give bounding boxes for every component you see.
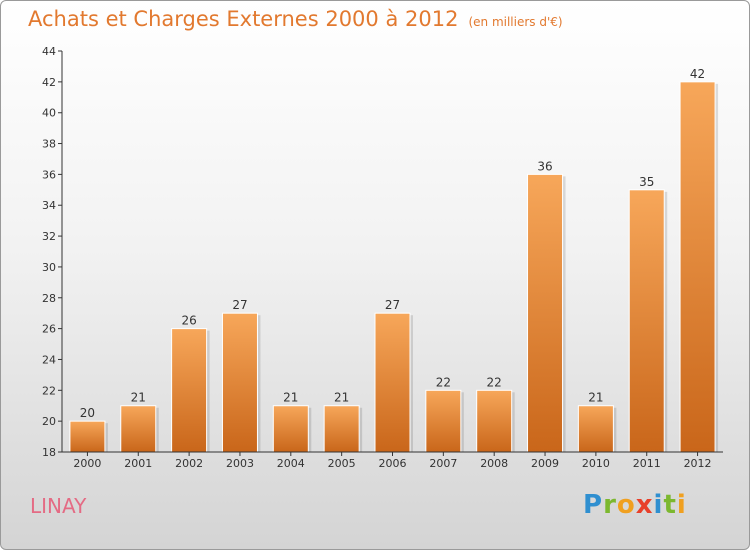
x-tick-label: 2004 xyxy=(277,457,305,470)
bar-group: 22 xyxy=(476,375,515,453)
logo-letter: r xyxy=(603,490,617,520)
bar xyxy=(374,312,411,453)
proxiti-logo: Proxiti xyxy=(583,490,687,520)
chart-title: Achats et Charges Externes 2000 à 2012 (e… xyxy=(28,7,563,31)
y-tick-label: 24 xyxy=(42,353,56,366)
logo-letter: i xyxy=(653,490,664,520)
bar xyxy=(69,420,106,453)
bar xyxy=(476,389,513,453)
bar xyxy=(221,312,258,453)
y-tick-label: 26 xyxy=(42,323,56,336)
bar-value-label: 22 xyxy=(487,375,502,389)
title-text: Achats et Charges Externes 2000 à 2012 xyxy=(28,7,459,31)
bar-group: 36 xyxy=(527,159,566,453)
axis-layer: 18 20 22 24 26 28 30 32 34 36 38 40 42 44 2000 2001 2002… xyxy=(42,45,723,470)
bar-value-label: 27 xyxy=(232,298,247,312)
bar xyxy=(425,389,462,453)
bar-group: 21 xyxy=(120,391,159,453)
x-tick-label: 2011 xyxy=(633,457,661,470)
bar xyxy=(171,328,208,453)
bar-group: 35 xyxy=(628,175,668,453)
unit-label: (en milliers d'€) xyxy=(468,15,563,29)
bar-value-label: 21 xyxy=(334,391,349,405)
bar-group: 42 xyxy=(679,67,719,453)
bar-group: 27 xyxy=(221,298,261,453)
bar xyxy=(120,405,157,453)
logo-letter: i xyxy=(676,490,687,520)
bar-value-label: 27 xyxy=(385,298,400,312)
bar-value-label: 20 xyxy=(80,406,95,420)
y-tick-label: 38 xyxy=(42,138,56,151)
bar-value-label: 42 xyxy=(690,67,705,81)
logo-letter: t xyxy=(663,490,677,520)
x-tick-label: 2001 xyxy=(124,457,152,470)
bar-value-label: 26 xyxy=(181,314,196,328)
x-tick-label: 2006 xyxy=(379,457,407,470)
x-tick-label: 2010 xyxy=(582,457,610,470)
y-tick-label: 44 xyxy=(42,45,56,58)
y-tick-label: 42 xyxy=(42,76,56,89)
bar xyxy=(628,189,665,453)
x-tick-label: 2007 xyxy=(429,457,457,470)
x-tick-label: 2012 xyxy=(684,457,712,470)
bar xyxy=(577,405,614,453)
bar-group: 21 xyxy=(272,391,312,453)
y-tick-label: 22 xyxy=(42,384,56,397)
bar-value-label: 21 xyxy=(131,391,146,405)
y-tick-label: 18 xyxy=(42,446,56,459)
bar-group: 22 xyxy=(425,375,464,453)
y-tick-label: 20 xyxy=(42,415,56,428)
bar-group: 27 xyxy=(374,298,413,453)
bar-group: 21 xyxy=(323,391,363,453)
bar-value-label: 36 xyxy=(537,159,552,173)
bar-value-label: 21 xyxy=(283,391,298,405)
bar-value-label: 22 xyxy=(436,375,451,389)
logo-letter: o xyxy=(616,490,636,520)
bar-group: 26 xyxy=(171,314,210,453)
y-tick-label: 36 xyxy=(42,168,56,181)
bars-layer: 20 21 26 27 21 21 27 22 22 36 21 35 42 xyxy=(69,67,719,453)
x-tick-label: 2005 xyxy=(328,457,356,470)
bar-group: 20 xyxy=(69,406,108,453)
x-tick-label: 2009 xyxy=(531,457,559,470)
x-tick-label: 2002 xyxy=(175,457,203,470)
bar-value-label: 21 xyxy=(588,391,603,405)
bar xyxy=(679,81,716,453)
y-tick-label: 28 xyxy=(42,292,56,305)
y-tick-label: 40 xyxy=(42,107,56,120)
bar xyxy=(272,405,309,453)
bar-group: 21 xyxy=(577,391,617,453)
bar xyxy=(527,173,564,453)
y-tick-label: 34 xyxy=(42,199,56,212)
x-tick-label: 2008 xyxy=(480,457,508,470)
y-tick-label: 32 xyxy=(42,230,56,243)
x-tick-label: 2000 xyxy=(73,457,101,470)
bar xyxy=(323,405,360,453)
commune-name: LINAY xyxy=(30,494,87,518)
logo-letter: P xyxy=(583,490,604,520)
logo-letter: x xyxy=(635,490,654,520)
y-tick-label: 30 xyxy=(42,261,56,274)
bar-value-label: 35 xyxy=(639,175,654,189)
x-tick-label: 2003 xyxy=(226,457,254,470)
